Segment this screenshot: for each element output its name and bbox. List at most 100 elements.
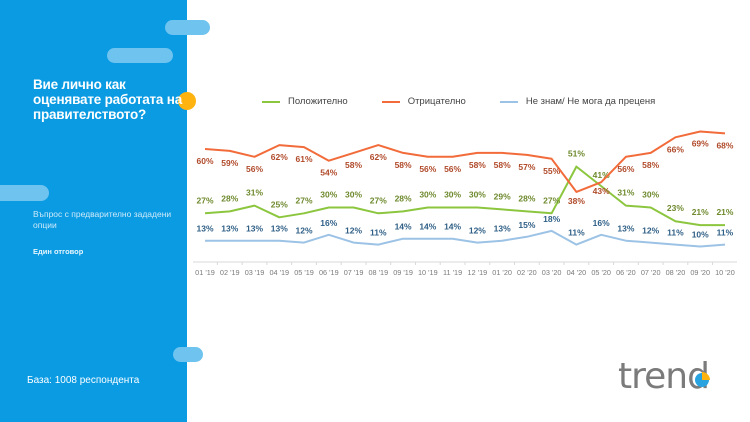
x-axis-label: 02 '19 bbox=[220, 268, 240, 277]
data-label: 66% bbox=[667, 144, 684, 154]
data-label: 16% bbox=[593, 218, 610, 228]
data-label: 12% bbox=[296, 226, 313, 236]
data-label: 23% bbox=[667, 203, 684, 213]
x-axis-label: 10 '20 bbox=[715, 268, 735, 277]
legend-label: Положително bbox=[288, 96, 348, 107]
data-label: 11% bbox=[370, 228, 387, 238]
data-label: 12% bbox=[642, 226, 659, 236]
x-axis-label: 06 '19 bbox=[319, 268, 339, 277]
decor-pill-top bbox=[165, 20, 210, 35]
data-label: 58% bbox=[469, 160, 486, 170]
data-label: 56% bbox=[246, 164, 263, 174]
data-label: 55% bbox=[543, 166, 560, 176]
data-label: 59% bbox=[221, 158, 238, 168]
data-label: 21% bbox=[692, 207, 709, 217]
x-axis-label: 03 '20 bbox=[542, 268, 562, 277]
data-label: 30% bbox=[419, 190, 436, 200]
x-axis-label: 05 '20 bbox=[591, 268, 611, 277]
x-axis-label: 08 '20 bbox=[666, 268, 686, 277]
data-label: 30% bbox=[642, 190, 659, 200]
data-label: 56% bbox=[419, 164, 436, 174]
decor-pill-mid bbox=[107, 48, 173, 63]
x-axis-label: 02 '20 bbox=[517, 268, 537, 277]
x-axis-label: 09 '20 bbox=[690, 268, 710, 277]
data-label: 14% bbox=[395, 222, 412, 232]
data-label: 31% bbox=[246, 188, 263, 198]
data-label: 31% bbox=[617, 188, 634, 198]
data-label: 27% bbox=[543, 195, 560, 205]
x-axis-label: 07 '20 bbox=[641, 268, 661, 277]
data-label: 54% bbox=[320, 168, 337, 178]
data-label: 51% bbox=[568, 149, 585, 159]
data-label: 13% bbox=[271, 224, 288, 234]
x-axis-label: 12 '19 bbox=[468, 268, 488, 277]
data-label: 56% bbox=[617, 164, 634, 174]
x-axis-label: 11 '19 bbox=[443, 268, 462, 277]
x-axis-label: 03 '19 bbox=[245, 268, 265, 277]
series-line bbox=[204, 130, 726, 193]
data-label: 30% bbox=[320, 190, 337, 200]
sidebar-panel bbox=[0, 0, 187, 422]
accent-dot bbox=[178, 92, 196, 110]
data-label: 12% bbox=[345, 226, 362, 236]
x-axis-label: 04 '19 bbox=[269, 268, 289, 277]
legend-item-dont-know: Не знам/ Не мога да преценя bbox=[499, 96, 656, 107]
data-label: 13% bbox=[196, 224, 213, 234]
legend-label: Не знам/ Не мога да преценя bbox=[525, 96, 656, 107]
data-label: 13% bbox=[246, 224, 263, 234]
sample-base: База: 1008 респондента bbox=[27, 375, 140, 386]
decor-pill-left bbox=[0, 185, 49, 201]
decor-pill-bottom bbox=[173, 347, 203, 362]
data-label: 41% bbox=[593, 170, 610, 180]
chart-legend: Положително Отрицателно Не знам/ Не мога… bbox=[262, 96, 655, 107]
x-axis-label: 08 '19 bbox=[368, 268, 388, 277]
legend-label: Отрицателно bbox=[407, 96, 466, 107]
x-axis-label: 07 '19 bbox=[344, 268, 364, 277]
legend-item-negative: Отрицателно bbox=[381, 96, 466, 107]
x-axis-label: 09 '19 bbox=[393, 268, 413, 277]
data-label: 58% bbox=[395, 160, 412, 170]
trend-logo: trend bbox=[618, 356, 710, 397]
x-axis-label: 05 '19 bbox=[294, 268, 314, 277]
x-axis-label: 10 '19 bbox=[418, 268, 438, 277]
x-axis-label: 04 '20 bbox=[567, 268, 587, 277]
data-label: 58% bbox=[345, 160, 362, 170]
data-label: 27% bbox=[370, 195, 387, 205]
logo-pie-slice-icon bbox=[702, 372, 710, 380]
data-label: 60% bbox=[196, 156, 213, 166]
data-label: 27% bbox=[196, 195, 213, 205]
legend-swatch-icon bbox=[499, 100, 518, 103]
data-label: 21% bbox=[716, 207, 733, 217]
data-label: 14% bbox=[419, 222, 436, 232]
data-label: 57% bbox=[518, 162, 535, 172]
data-label: 16% bbox=[320, 218, 337, 228]
data-label: 29% bbox=[494, 191, 511, 201]
legend-swatch-icon bbox=[262, 100, 280, 103]
answer-type: Един отговор bbox=[33, 247, 84, 256]
question-note: Въпрос с предварително зададени опции bbox=[33, 209, 172, 230]
data-label: 62% bbox=[271, 152, 288, 162]
data-label: 69% bbox=[692, 138, 709, 148]
data-label: 14% bbox=[444, 222, 461, 232]
data-label: 61% bbox=[296, 154, 313, 164]
series-line bbox=[205, 229, 726, 248]
data-label: 15% bbox=[518, 220, 535, 230]
data-label: 13% bbox=[617, 224, 634, 234]
data-label: 58% bbox=[642, 160, 659, 170]
data-label: 25% bbox=[271, 199, 288, 209]
data-label: 38% bbox=[568, 196, 585, 206]
data-label: 58% bbox=[494, 160, 511, 170]
legend-item-positive: Положително bbox=[262, 96, 348, 107]
data-label: 62% bbox=[370, 152, 387, 162]
data-label: 11% bbox=[568, 228, 585, 238]
data-label: 11% bbox=[717, 228, 734, 238]
data-label: 13% bbox=[494, 224, 511, 234]
data-label: 30% bbox=[444, 190, 461, 200]
data-label: 28% bbox=[221, 193, 238, 203]
data-label: 56% bbox=[444, 164, 461, 174]
data-label: 30% bbox=[469, 190, 486, 200]
series-line bbox=[204, 165, 725, 227]
x-axis-label: 01 '20 bbox=[492, 268, 512, 277]
data-label: 27% bbox=[296, 195, 313, 205]
